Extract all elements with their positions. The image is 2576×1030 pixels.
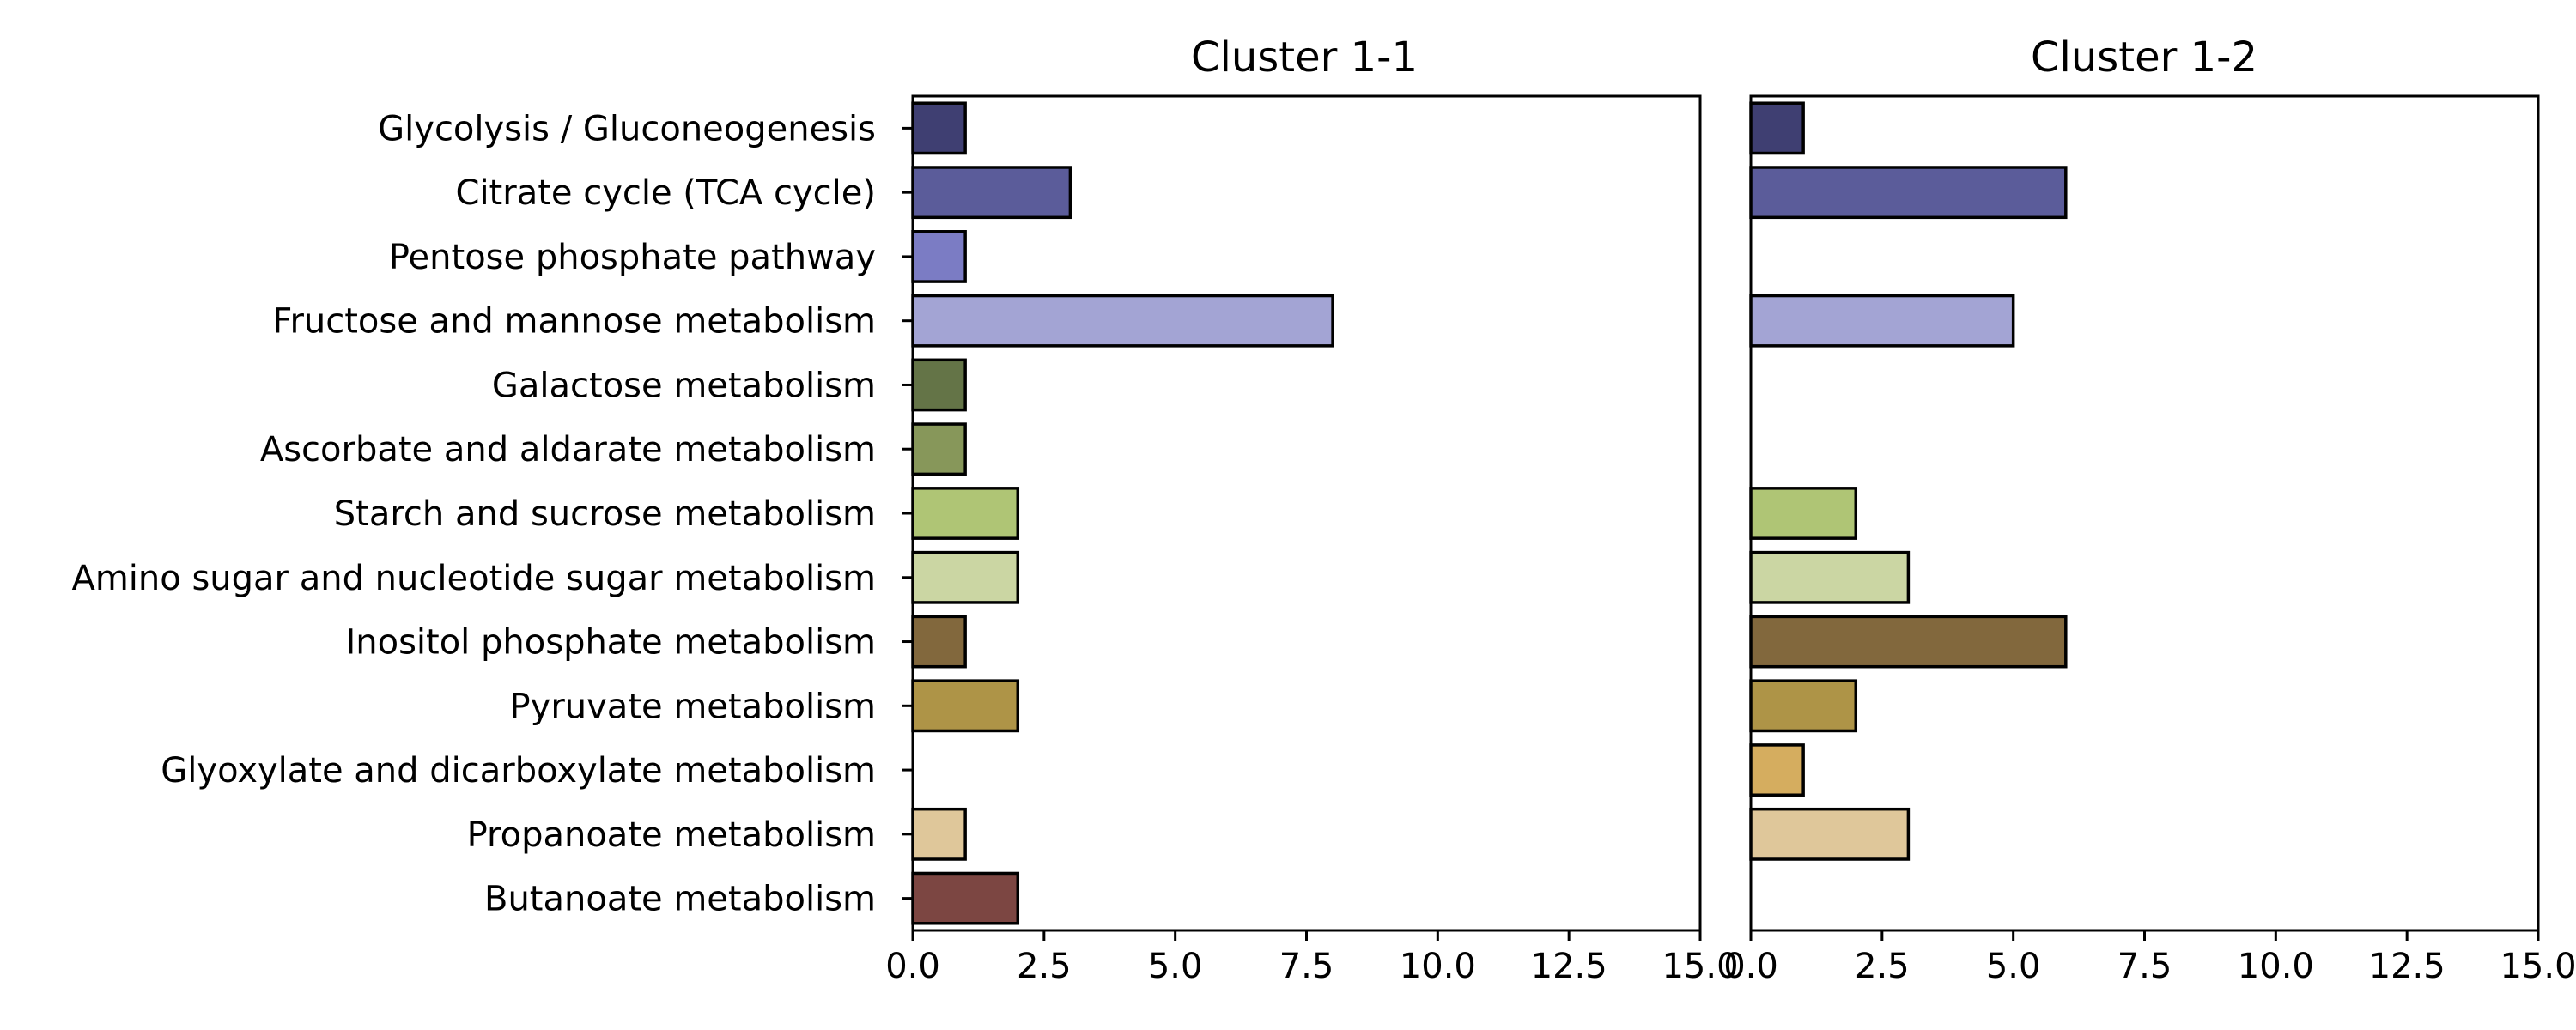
x-tick-label: 15.0 (2500, 947, 2576, 986)
plot-frame (1749, 94, 2540, 932)
bar-citrate-cycle-tca-cycle (1749, 166, 2068, 220)
bar-inositol-phosphate-metabolism (911, 615, 967, 669)
x-tick-label: 5.0 (1986, 947, 2041, 986)
x-tick-label: 2.5 (1855, 947, 1910, 986)
x-tick-label: 15.0 (1662, 947, 1738, 986)
bar-group (1749, 101, 2068, 861)
x-tick-label: 12.5 (2369, 947, 2445, 986)
plot-frame (911, 94, 1702, 932)
bar-amino-sugar-and-nucleotide-sugar-metabolism (911, 550, 1020, 604)
bar-starch-and-sucrose-metabolism (1749, 487, 1858, 540)
x-axis-ticks: 0.0 2.5 5.0 7.5 10.0 12.5 15.0 (1723, 930, 2576, 986)
bar-starch-and-sucrose-metabolism (911, 487, 1020, 540)
category-label: Glycolysis / Gluconeogenesis (378, 109, 876, 148)
bar-fructose-and-mannose-metabolism (911, 294, 1334, 348)
bar-pentose-phosphate-pathway (911, 230, 967, 283)
panel-cluster-1-2: Cluster 1-2 0.0 2.5 5.0 7.5 10.0 12.5 15.0 (1723, 33, 2576, 986)
category-label: Pyruvate metabolism (510, 687, 876, 726)
bar-galactose-metabolism (911, 358, 967, 412)
x-tick-label: 7.5 (1279, 947, 1334, 986)
x-tick-label: 7.5 (2117, 947, 2172, 986)
category-label: Citrate cycle (TCA cycle) (456, 173, 876, 213)
x-tick-label: 5.0 (1148, 947, 1203, 986)
category-label: Propanoate metabolism (467, 815, 876, 855)
category-label: Inositol phosphate metabolism (345, 623, 876, 663)
category-label: Fructose and mannose metabolism (272, 302, 876, 342)
bar-propanoate-metabolism (911, 807, 967, 861)
category-label: Glyoxylate and dicarboxylate metabolism (161, 751, 876, 791)
bar-glyoxylate-and-dicarboxylate-metabolism (1749, 743, 1805, 797)
panel-cluster-1-1: Cluster 1-1 Glycolysis / Gluconeogenesis… (71, 33, 1738, 986)
bar-butanoate-metabolism (911, 871, 1020, 925)
category-label: Galactose metabolism (492, 366, 876, 405)
category-label: Starch and sucrose metabolism (334, 494, 876, 534)
bar-amino-sugar-and-nucleotide-sugar-metabolism (1749, 550, 1911, 604)
bar-group (911, 101, 1334, 925)
bar-ascorbate-and-aldarate-metabolism (911, 422, 967, 476)
panel-title: Cluster 1-2 (2031, 33, 2257, 82)
category-label: Ascorbate and aldarate metabolism (260, 430, 876, 470)
x-tick-label: 12.5 (1531, 947, 1607, 986)
category-label: Amino sugar and nucleotide sugar metabol… (71, 559, 876, 598)
y-axis-labels: Glycolysis / Gluconeogenesis Citrate cycl… (71, 109, 913, 919)
bar-pyruvate-metabolism (1749, 679, 1858, 733)
bar-pyruvate-metabolism (911, 679, 1020, 733)
x-axis-ticks: 0.0 2.5 5.0 7.5 10.0 12.5 15.0 (885, 930, 1739, 986)
x-tick-label: 0.0 (1723, 947, 1778, 986)
x-tick-label: 0.0 (885, 947, 940, 986)
bar-glycolysis-gluconeogenesis (1749, 101, 1805, 155)
bar-propanoate-metabolism (1749, 807, 1911, 861)
x-tick-label: 2.5 (1017, 947, 1072, 986)
bar-inositol-phosphate-metabolism (1749, 615, 2068, 669)
category-label: Butanoate metabolism (484, 880, 876, 919)
panel-title: Cluster 1-1 (1191, 33, 1418, 82)
bar-glycolysis-gluconeogenesis (911, 101, 967, 155)
bar-fructose-and-mannose-metabolism (1749, 294, 2015, 348)
x-tick-label: 10.0 (1400, 947, 1476, 986)
bar-citrate-cycle-tca-cycle (911, 166, 1072, 220)
category-label: Pentose phosphate pathway (389, 238, 876, 277)
x-tick-label: 10.0 (2238, 947, 2314, 986)
